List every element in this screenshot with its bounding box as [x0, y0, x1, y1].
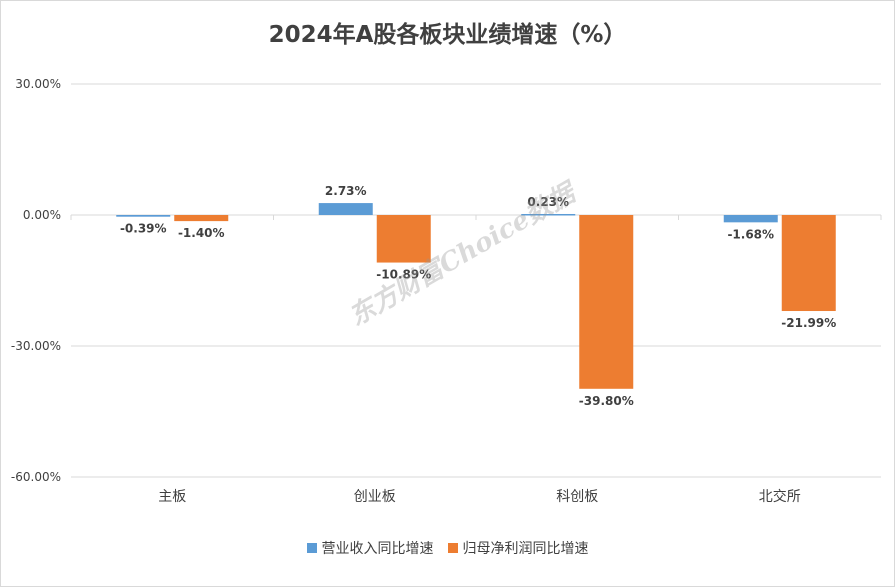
y-tick-label: 0.00%	[23, 208, 61, 222]
bar	[781, 215, 836, 312]
x-tick-label: 北交所	[759, 488, 801, 505]
data-label: -21.99%	[781, 316, 836, 330]
y-tick-label: 30.00%	[15, 77, 61, 91]
data-label: -39.80%	[579, 394, 634, 408]
bar	[116, 215, 171, 217]
data-label: -1.40%	[178, 226, 225, 240]
data-label: 2.73%	[325, 184, 367, 198]
bar	[521, 213, 576, 216]
legend-item-profit: 归母净利润同比增速	[447, 538, 589, 558]
bar	[174, 215, 229, 222]
x-tick-label: 科创板	[556, 489, 598, 505]
data-label: -0.39%	[120, 222, 167, 236]
data-label: 0.23%	[527, 195, 569, 209]
y-tick-label: -30.00%	[11, 339, 61, 353]
chart-legend: 营业收入同比增速 归母净利润同比增速	[1, 538, 894, 558]
legend-item-revenue: 营业收入同比增速	[306, 538, 434, 558]
x-tick-label: 主板	[158, 489, 186, 505]
y-tick-label: -60.00%	[11, 470, 61, 484]
data-label: -1.68%	[727, 227, 774, 241]
bar	[723, 215, 778, 223]
chart-title: 2024年A股各板块业绩增速（%）	[268, 22, 627, 48]
legend-swatch-profit	[447, 543, 458, 553]
data-label: -10.89%	[376, 268, 431, 282]
x-tick-label: 创业板	[354, 489, 396, 505]
bar	[579, 215, 634, 389]
bar	[376, 215, 431, 263]
legend-label-revenue: 营业收入同比增速	[321, 541, 434, 557]
legend-label-profit: 归母净利润同比增速	[462, 541, 589, 557]
legend-swatch-revenue	[306, 543, 317, 553]
bar	[318, 203, 373, 215]
